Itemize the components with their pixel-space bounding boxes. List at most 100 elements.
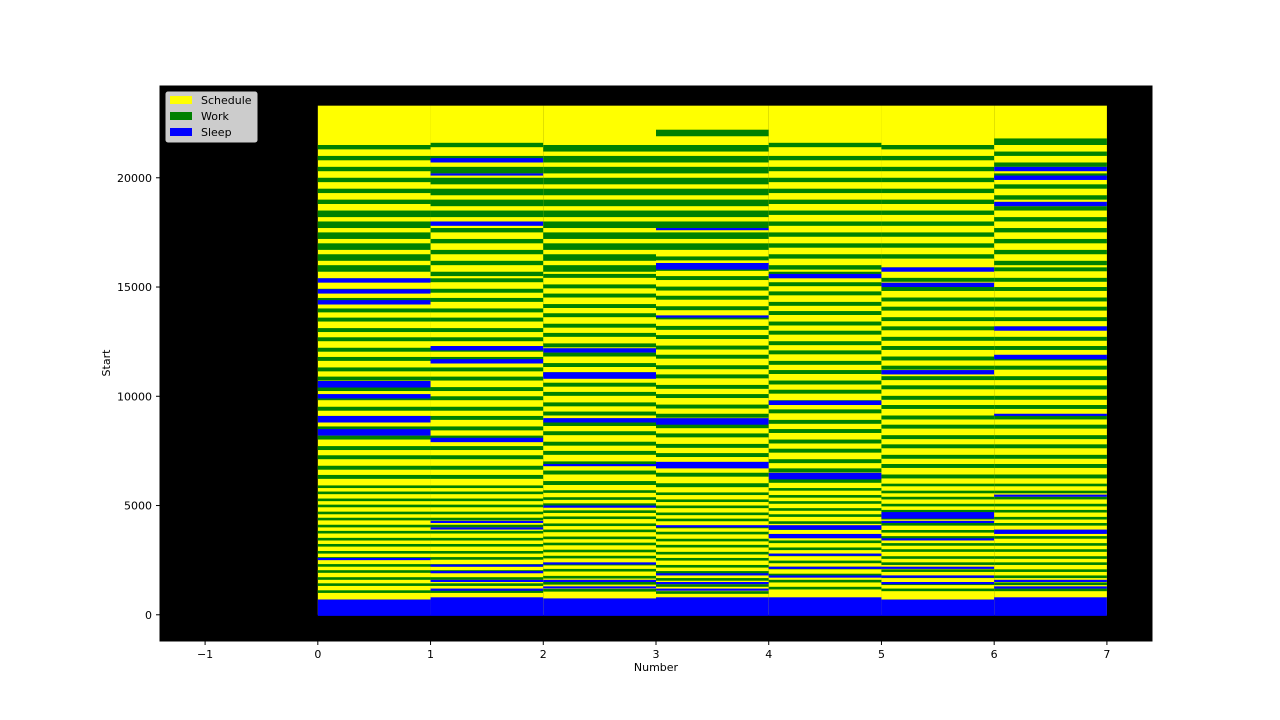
column-5 (881, 105, 995, 616)
work-segment (317, 564, 431, 567)
work-segment (430, 260, 544, 266)
work-segment (317, 537, 431, 541)
work-segment (543, 155, 656, 163)
sleep-segment (768, 400, 882, 406)
sleep-segment (430, 346, 544, 351)
work-segment (994, 424, 1107, 429)
work-segment (656, 345, 769, 350)
work-segment (994, 569, 1107, 572)
work-segment (881, 297, 995, 302)
work-segment (430, 550, 544, 554)
work-segment (768, 488, 882, 491)
work-segment (881, 317, 995, 322)
sleep-segment (430, 579, 544, 583)
work-segment (430, 166, 544, 174)
work-segment (317, 426, 431, 431)
work-segment (317, 297, 431, 302)
column-4 (768, 105, 882, 616)
work-segment (543, 555, 656, 559)
work-segment (430, 376, 544, 381)
work-segment (543, 431, 656, 436)
work-segment (881, 556, 995, 559)
work-segment (768, 330, 882, 335)
work-segment (881, 166, 995, 172)
sleep-segment (656, 461, 769, 469)
work-segment (881, 464, 995, 468)
sleep-segment (994, 579, 1107, 583)
work-segment (768, 579, 882, 583)
legend-swatch-schedule (170, 96, 192, 104)
work-segment (881, 588, 995, 592)
work-segment (881, 395, 995, 400)
column-0 (317, 105, 431, 616)
work-segment (317, 337, 431, 342)
work-segment (994, 516, 1107, 520)
work-segment (430, 524, 544, 528)
work-segment (768, 166, 882, 172)
column-2 (543, 105, 656, 616)
sleep-segment (317, 429, 431, 436)
sleep-segment (881, 520, 995, 524)
work-segment (430, 543, 544, 547)
sleep-segment (656, 573, 769, 576)
work-segment (656, 578, 769, 581)
sleep-segment (430, 527, 544, 530)
work-segment (430, 583, 544, 586)
work-segment (317, 465, 431, 470)
work-segment (317, 455, 431, 460)
work-segment (994, 162, 1107, 167)
work-segment (768, 495, 882, 498)
work-segment (543, 293, 656, 298)
sleep-segment (768, 533, 882, 539)
y-tick-label: 0 (145, 609, 152, 622)
work-segment (768, 232, 882, 237)
work-segment (768, 282, 882, 287)
work-segment (656, 551, 769, 555)
sleep-segment (994, 494, 1107, 497)
work-segment (656, 335, 769, 340)
sleep-segment (881, 538, 995, 541)
work-segment (881, 483, 995, 487)
y-tick-label: 5000 (124, 500, 152, 513)
work-segment (994, 195, 1107, 200)
work-segment (543, 254, 656, 261)
sleep-segment (430, 564, 544, 567)
work-segment (656, 144, 769, 152)
work-segment (430, 142, 544, 148)
work-segment (543, 523, 656, 527)
work-segment (881, 287, 995, 291)
work-segment (543, 529, 656, 533)
sleep-segment (317, 289, 431, 294)
work-segment (768, 573, 882, 577)
work-segment (317, 550, 431, 554)
work-segment (543, 243, 656, 250)
work-segment (543, 470, 656, 475)
legend-swatch-work (170, 112, 192, 120)
work-segment (430, 498, 544, 502)
y-axis: 0 5000 10000 15000 20000 (117, 172, 160, 622)
work-segment (317, 446, 431, 451)
work-segment (656, 256, 769, 261)
work-segment (317, 367, 431, 372)
work-segment (768, 221, 882, 226)
sleep-segment (317, 278, 431, 283)
work-segment (543, 391, 656, 396)
sleep-segment (656, 262, 769, 270)
sleep-segment (317, 557, 431, 561)
sleep-segment (543, 348, 656, 353)
work-segment (768, 478, 882, 483)
sleep-segment (543, 464, 656, 467)
sleep-segment (994, 166, 1107, 172)
work-segment (656, 374, 769, 379)
work-segment (768, 155, 882, 161)
work-segment (656, 492, 769, 496)
work-segment (656, 472, 769, 477)
sleep-segment (656, 525, 769, 528)
sleep-segment (543, 586, 656, 589)
work-segment (768, 265, 882, 270)
legend-entry-work: Work (170, 110, 229, 123)
work-segment (543, 273, 656, 278)
work-segment (430, 271, 544, 277)
work-segment (768, 370, 882, 374)
x-tick-label: 4 (765, 648, 772, 661)
